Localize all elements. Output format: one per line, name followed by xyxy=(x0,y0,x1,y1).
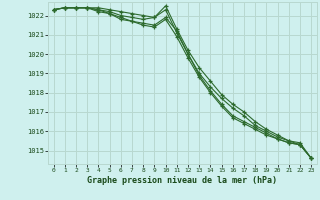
X-axis label: Graphe pression niveau de la mer (hPa): Graphe pression niveau de la mer (hPa) xyxy=(87,176,277,185)
